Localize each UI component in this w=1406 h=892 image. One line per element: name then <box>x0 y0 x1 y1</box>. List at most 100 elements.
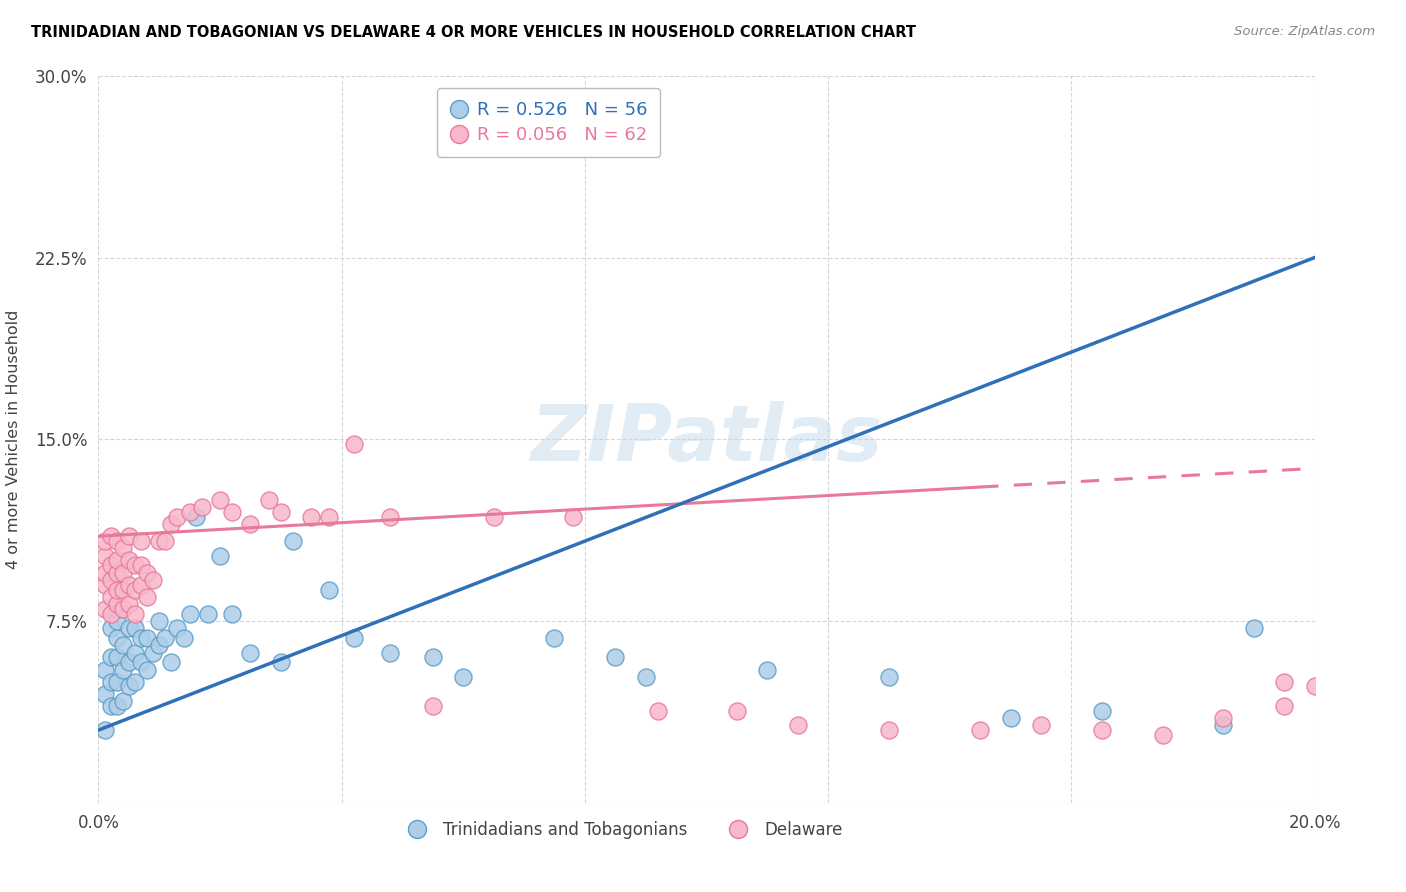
Point <box>111 541 134 556</box>
Point <box>111 663 134 677</box>
Point <box>105 674 128 689</box>
Point <box>93 534 115 549</box>
Point <box>100 558 122 573</box>
Point <box>155 534 177 549</box>
Point <box>100 607 122 621</box>
Point <box>179 607 201 621</box>
Point <box>634 670 657 684</box>
Point <box>786 718 808 732</box>
Point <box>100 650 122 665</box>
Point <box>136 663 159 677</box>
Point <box>111 582 134 597</box>
Point <box>142 573 165 587</box>
Point <box>129 578 152 592</box>
Point <box>105 650 128 665</box>
Point <box>380 509 402 524</box>
Point <box>318 582 340 597</box>
Point <box>148 534 170 549</box>
Point <box>281 534 304 549</box>
Point <box>105 566 128 580</box>
Point <box>118 597 141 611</box>
Point <box>877 723 900 737</box>
Point <box>100 621 122 635</box>
Point <box>129 655 152 669</box>
Point <box>1000 711 1022 725</box>
Point <box>1303 680 1326 694</box>
Point <box>197 607 219 621</box>
Point <box>270 505 292 519</box>
Point <box>1212 711 1234 725</box>
Point <box>93 549 115 563</box>
Point <box>105 614 128 628</box>
Point <box>93 578 115 592</box>
Point <box>257 492 280 507</box>
Point <box>422 650 444 665</box>
Point <box>318 509 340 524</box>
Point <box>1272 698 1295 713</box>
Point <box>1091 723 1114 737</box>
Point <box>725 704 748 718</box>
Point <box>561 509 583 524</box>
Point <box>756 663 779 677</box>
Point <box>124 607 146 621</box>
Point <box>221 505 243 519</box>
Legend: Trinidadians and Tobagonians, Delaware: Trinidadians and Tobagonians, Delaware <box>394 814 849 846</box>
Point <box>221 607 243 621</box>
Point <box>166 509 188 524</box>
Text: ZIPatlas: ZIPatlas <box>530 401 883 477</box>
Point <box>1029 718 1052 732</box>
Point <box>118 680 141 694</box>
Point <box>136 566 159 580</box>
Point <box>166 621 188 635</box>
Point <box>100 590 122 604</box>
Point <box>105 582 128 597</box>
Y-axis label: 4 or more Vehicles in Household: 4 or more Vehicles in Household <box>6 310 21 569</box>
Point <box>100 529 122 543</box>
Point <box>100 573 122 587</box>
Point <box>93 566 115 580</box>
Point <box>124 621 146 635</box>
Point <box>173 631 195 645</box>
Point <box>93 602 115 616</box>
Point <box>124 582 146 597</box>
Point <box>136 590 159 604</box>
Point <box>877 670 900 684</box>
Point <box>105 631 128 645</box>
Point <box>124 674 146 689</box>
Point <box>1212 718 1234 732</box>
Point <box>209 549 232 563</box>
Point <box>105 534 128 549</box>
Point <box>118 529 141 543</box>
Point <box>1091 704 1114 718</box>
Point <box>1272 674 1295 689</box>
Text: TRINIDADIAN AND TOBAGONIAN VS DELAWARE 4 OR MORE VEHICLES IN HOUSEHOLD CORRELATI: TRINIDADIAN AND TOBAGONIAN VS DELAWARE 4… <box>31 25 915 40</box>
Point <box>184 509 207 524</box>
Point <box>105 602 128 616</box>
Point <box>111 602 134 616</box>
Point <box>1243 621 1265 635</box>
Point <box>111 566 134 580</box>
Point <box>100 674 122 689</box>
Point <box>453 670 475 684</box>
Point <box>482 509 505 524</box>
Point <box>343 437 366 451</box>
Point <box>155 631 177 645</box>
Point <box>105 698 128 713</box>
Point <box>647 704 669 718</box>
Point <box>543 631 565 645</box>
Point <box>118 553 141 567</box>
Point <box>105 553 128 567</box>
Point <box>124 646 146 660</box>
Point <box>129 631 152 645</box>
Point <box>111 694 134 708</box>
Point <box>239 646 262 660</box>
Point <box>111 638 134 652</box>
Point <box>299 509 322 524</box>
Point <box>93 663 115 677</box>
Point <box>969 723 991 737</box>
Text: Source: ZipAtlas.com: Source: ZipAtlas.com <box>1234 25 1375 38</box>
Point <box>124 558 146 573</box>
Point <box>93 723 115 737</box>
Point <box>343 631 366 645</box>
Point <box>118 621 141 635</box>
